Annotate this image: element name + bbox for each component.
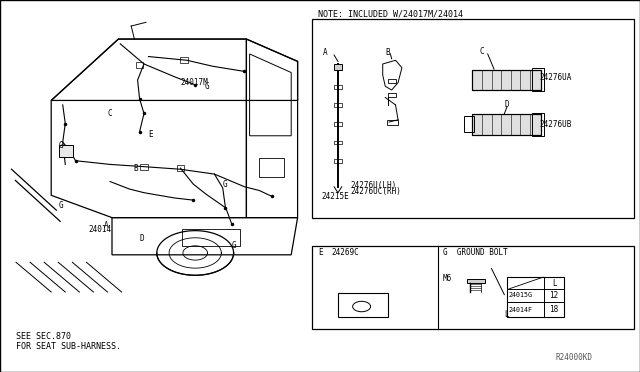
Bar (334, 64, 342, 70)
Text: B: B (133, 164, 138, 173)
Text: 24276U(LH): 24276U(LH) (351, 181, 397, 190)
Text: G: G (59, 141, 63, 150)
Bar (259, 158, 284, 177)
Text: SEE SEC.870
FOR SEAT SUB-HARNESS.: SEE SEC.870 FOR SEAT SUB-HARNESS. (16, 332, 121, 351)
Text: L: L (552, 279, 556, 288)
Text: 18: 18 (550, 305, 559, 314)
Text: G: G (205, 82, 209, 91)
Bar (334, 103, 342, 107)
Bar (334, 159, 342, 163)
Text: 24276UA: 24276UA (540, 73, 572, 82)
Bar (472, 114, 541, 135)
Bar (136, 62, 143, 68)
Bar (312, 19, 634, 218)
Bar (59, 145, 73, 157)
Text: G: G (59, 201, 63, 210)
Text: 24014F: 24014F (508, 307, 532, 313)
Bar (388, 79, 396, 83)
Text: C: C (480, 47, 484, 56)
Text: B: B (385, 48, 390, 57)
Bar (140, 164, 148, 170)
Bar (177, 165, 184, 171)
Text: G: G (223, 180, 227, 189)
Bar (464, 116, 474, 132)
Bar (338, 293, 388, 317)
Text: C: C (108, 109, 112, 118)
Text: G  GROUND BOLT: G GROUND BOLT (443, 248, 508, 257)
Bar (532, 68, 544, 91)
Text: D: D (504, 100, 509, 109)
Bar (472, 114, 541, 135)
Bar (507, 277, 564, 317)
Text: G: G (232, 241, 236, 250)
Text: 24017M: 24017M (180, 78, 208, 87)
Text: E: E (148, 130, 153, 139)
Bar (334, 85, 342, 89)
Bar (388, 93, 396, 97)
Text: E: E (319, 248, 323, 257)
Text: M6: M6 (443, 274, 452, 283)
Text: 24015G: 24015G (508, 292, 532, 298)
Bar (532, 113, 544, 136)
Bar (182, 229, 240, 246)
Text: 12: 12 (550, 291, 559, 300)
Text: A: A (323, 48, 328, 57)
Text: A: A (104, 221, 109, 230)
Text: 24276UC(RH): 24276UC(RH) (351, 187, 401, 196)
Text: 24215E: 24215E (322, 192, 349, 201)
Polygon shape (467, 279, 485, 283)
Bar (334, 141, 342, 144)
Text: 24014: 24014 (88, 225, 111, 234)
Bar (472, 70, 541, 90)
Text: 24276UB: 24276UB (540, 120, 572, 129)
Bar (334, 122, 342, 126)
Bar (180, 57, 188, 63)
Bar (387, 120, 398, 125)
Text: R24000KD: R24000KD (556, 353, 593, 362)
Bar (472, 70, 541, 90)
Text: L: L (504, 310, 509, 319)
Bar (312, 246, 634, 329)
Text: 24269C: 24269C (332, 248, 359, 257)
Text: D: D (140, 234, 144, 243)
Text: NOTE: INCLUDED W/24017M/24014: NOTE: INCLUDED W/24017M/24014 (318, 10, 463, 19)
